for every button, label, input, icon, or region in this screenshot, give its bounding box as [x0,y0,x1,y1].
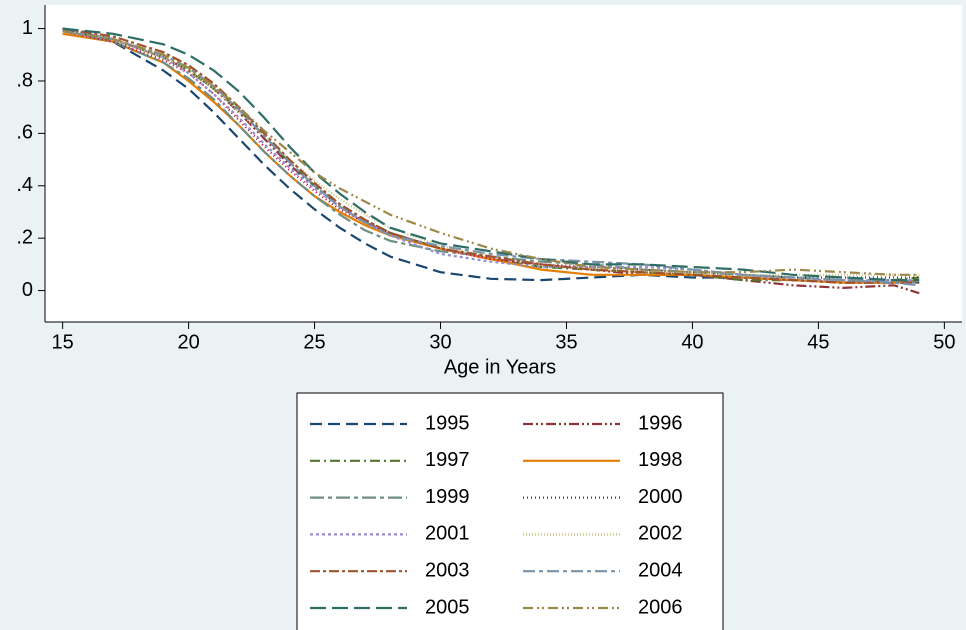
series-line [62,30,920,276]
legend-label: 1996 [638,412,683,434]
legend-label: 2001 [425,523,470,545]
plot-area [45,5,962,322]
y-tick-label: .8 [16,69,33,91]
x-tick-label: 40 [681,331,703,353]
series-line [62,30,920,284]
x-tick-label: 30 [429,331,451,353]
legend-label: 2002 [638,523,683,545]
series-line [62,27,920,284]
legend-label: 1998 [638,449,683,471]
legend-label: 2004 [638,559,683,581]
y-tick-label: .6 [16,122,33,144]
x-tick-label: 25 [303,331,325,353]
legend-label: 2005 [425,596,470,618]
legend-label: 2006 [638,596,683,618]
y-tick-label: .4 [16,174,33,196]
x-tick-label: 35 [555,331,577,353]
x-tick-label: 50 [933,331,955,353]
x-axis-title: Age in Years [444,356,556,378]
legend-box [296,392,724,630]
legend-label: 1997 [425,449,470,471]
series-line [62,30,920,276]
y-tick-label: 0 [22,279,33,301]
y-tick-label: 1 [22,17,33,39]
x-tick-label: 45 [807,331,829,353]
legend-label: 2000 [638,486,683,508]
legend-label: 1999 [425,486,470,508]
x-tick-label: 20 [177,331,199,353]
y-tick-label: .2 [16,226,33,248]
legend-label: 1995 [425,412,470,434]
legend-label: 2003 [425,559,470,581]
x-tick-label: 15 [52,331,74,353]
